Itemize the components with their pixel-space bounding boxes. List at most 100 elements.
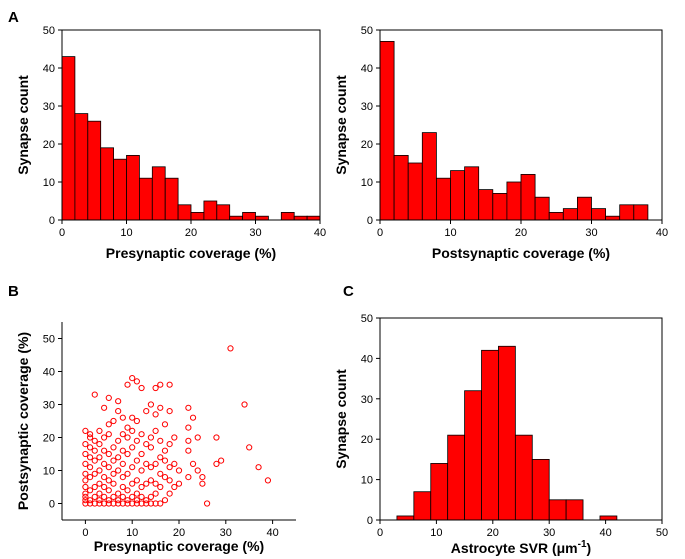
x-tick-label-thirty: 30: [585, 227, 597, 239]
x-tick-label-twenty: 20: [515, 227, 527, 239]
bar-4: [421, 132, 437, 221]
plot-frame: [379, 317, 663, 521]
bar-3: [407, 162, 423, 221]
bar-17: [280, 211, 295, 221]
y-tick-label-twenty: 20: [43, 139, 55, 151]
scatter-point-35: [96, 441, 103, 448]
scatter-point-23: [91, 483, 98, 491]
x-tick-label-ten: 10: [120, 227, 132, 239]
scatter-point-13: [86, 497, 94, 504]
chart-1: 0 10 20 30 40 0 10 20 30 40 50 Presynaptic coverage…: [15, 25, 326, 261]
scatter-point-38: [101, 493, 108, 500]
x-tick-label-thirty: 30: [249, 227, 261, 239]
scatter-point-89: [129, 444, 136, 451]
x-axis-label: Postsynaptic coverage (%): [432, 245, 610, 261]
bar-8: [151, 166, 166, 221]
scatter-point-116: [147, 477, 155, 484]
y-tick-label-ten: 10: [43, 177, 55, 189]
bar-19: [306, 215, 321, 221]
scatter-point-29: [96, 500, 103, 507]
scatter-point-8: [82, 460, 89, 467]
scatter-point-9: [82, 450, 89, 458]
bar-6: [450, 170, 466, 221]
scatter-point-37: [101, 500, 108, 507]
bar-4: [100, 147, 114, 221]
scatter-point-43: [101, 434, 108, 441]
scatter-point-63: [115, 490, 122, 497]
y-axis-label: Synapse count: [333, 75, 349, 175]
scatter-point-144: [166, 408, 173, 415]
scatter-point-28: [91, 391, 98, 398]
scatter-point-76: [119, 414, 126, 421]
bar-3: [87, 120, 102, 221]
x-tick-label-forty: 40: [656, 227, 668, 239]
scatter-point-75: [119, 431, 126, 438]
bar-10: [177, 204, 192, 221]
x-axis-label: Presynaptic coverage (%): [106, 245, 276, 261]
bar-7: [138, 177, 153, 221]
x-tick-label-ten: 10: [126, 527, 138, 539]
scatter-point-151: [185, 474, 192, 481]
scatter-point-99: [133, 417, 140, 425]
x-axis-label-exponent: -1: [578, 539, 587, 550]
y-tick-label-thirty: 30: [43, 101, 55, 113]
bar-3: [430, 463, 449, 521]
chart-2: 0 10 20 30 40 0 10 20 30 40 50 Postsynaptic coverag…: [333, 25, 668, 261]
bar-12: [203, 200, 218, 221]
scatter-point-147: [171, 460, 178, 467]
scatter-point-149: [175, 480, 183, 487]
scatter-point-132: [157, 437, 164, 444]
y-tick-label-forty: 40: [43, 63, 55, 75]
scatter-point-45: [105, 500, 112, 507]
scatter-point-160: [199, 480, 206, 487]
x-tick-label-fifty: 50: [656, 527, 668, 539]
scatter-point-50: [105, 450, 112, 458]
scatter-point-166: [227, 345, 234, 352]
bar-8: [514, 434, 533, 521]
scatter-point-143: [166, 441, 173, 448]
scatter-point-78: [124, 497, 131, 504]
scatter-point-139: [161, 447, 169, 454]
x-tick-label-thirty: 30: [220, 527, 232, 539]
scatter-point-152: [185, 447, 192, 454]
x-tick-label-zero: 0: [377, 527, 383, 539]
y-tick-label-thirty: 30: [361, 394, 373, 406]
scatter-point-154: [185, 424, 192, 431]
x-tick-label-zero: 0: [82, 527, 88, 539]
panel-label-a: A: [8, 9, 19, 26]
y-tick-label-zero: 0: [367, 515, 373, 527]
scatter-point-42: [101, 447, 108, 454]
scatter-point-106: [138, 431, 145, 438]
chart-4: 0 10 20 30 40 50 0 10 20 30 40 50 Astrocyte SVR (μm-…: [333, 313, 668, 556]
scatter-point-101: [138, 500, 145, 507]
scatter-point-122: [152, 490, 159, 497]
bar-11: [520, 173, 536, 221]
bar-7: [464, 166, 480, 221]
scatter-point-58: [110, 457, 117, 464]
scatter-point-157: [189, 460, 197, 467]
scatter-point-24: [91, 470, 98, 477]
scatter-point-5: [82, 483, 89, 491]
bar-2: [413, 491, 432, 521]
bar-9: [492, 192, 508, 221]
scatter-point-74: [119, 447, 126, 454]
bar-18: [293, 215, 308, 221]
scatter-point-102: [138, 493, 145, 500]
scatter-point-119: [147, 434, 155, 441]
bar-12: [534, 196, 550, 221]
scatter-point-159: [194, 467, 201, 474]
scatter-point-16: [86, 464, 94, 471]
bar-9: [531, 458, 550, 521]
scatter-point-11: [82, 427, 89, 434]
scatter-point-108: [143, 500, 150, 507]
scatter-point-6: [82, 477, 89, 484]
bar-15: [577, 196, 592, 221]
x-tick-label-thirty: 30: [543, 527, 555, 539]
scatter-point-117: [147, 464, 155, 471]
y-tick-label-fifty: 50: [361, 25, 373, 37]
scatter-point-156: [189, 414, 197, 421]
y-tick-label-forty: 40: [361, 63, 373, 75]
scatter-point-121: [152, 500, 159, 507]
bar-9: [164, 177, 179, 221]
